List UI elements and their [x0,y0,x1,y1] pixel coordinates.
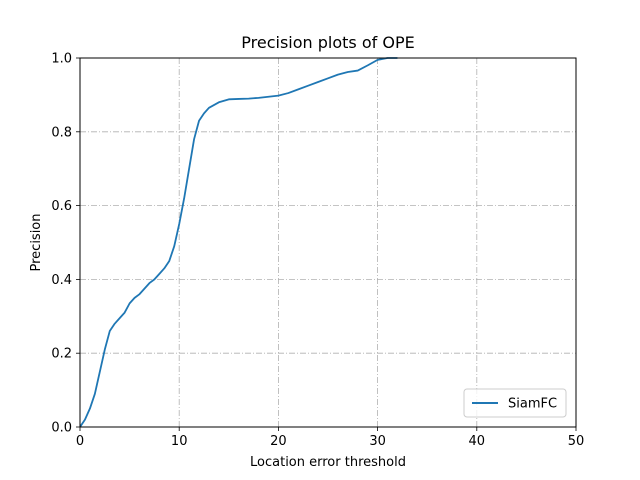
y-tick-label: 0.6 [51,199,72,214]
series-line-siamfc [80,57,398,427]
grid [80,58,576,427]
x-tick-label: 30 [369,434,386,449]
legend: SiamFC [463,388,567,418]
y-axis-title: Precision [29,213,44,271]
x-tick-label: 10 [171,434,188,449]
chart-title: Precision plots of OPE [241,33,414,52]
y-tick-label: 0.2 [51,347,72,362]
x-tick-label: 20 [270,434,287,449]
legend-label-siamfc: SiamFC [508,397,557,412]
plot-frame [79,57,577,428]
y-tick-label: 0.8 [51,125,72,140]
x-tick-label: 40 [469,434,486,449]
x-axis-title: Location error threshold [250,455,406,470]
x-tick-label: 50 [568,434,585,449]
legend-box [463,388,567,418]
y-tick-label: 0.4 [51,273,72,288]
y-tick-label: 0.0 [51,421,72,436]
ticks: 0 10 20 30 40 50 0.0 0.2 0.4 0.6 0.8 1.0 [51,52,584,450]
series-layer [80,57,398,427]
y-tick-label: 1.0 [51,52,72,67]
x-tick-label: 0 [76,434,84,449]
